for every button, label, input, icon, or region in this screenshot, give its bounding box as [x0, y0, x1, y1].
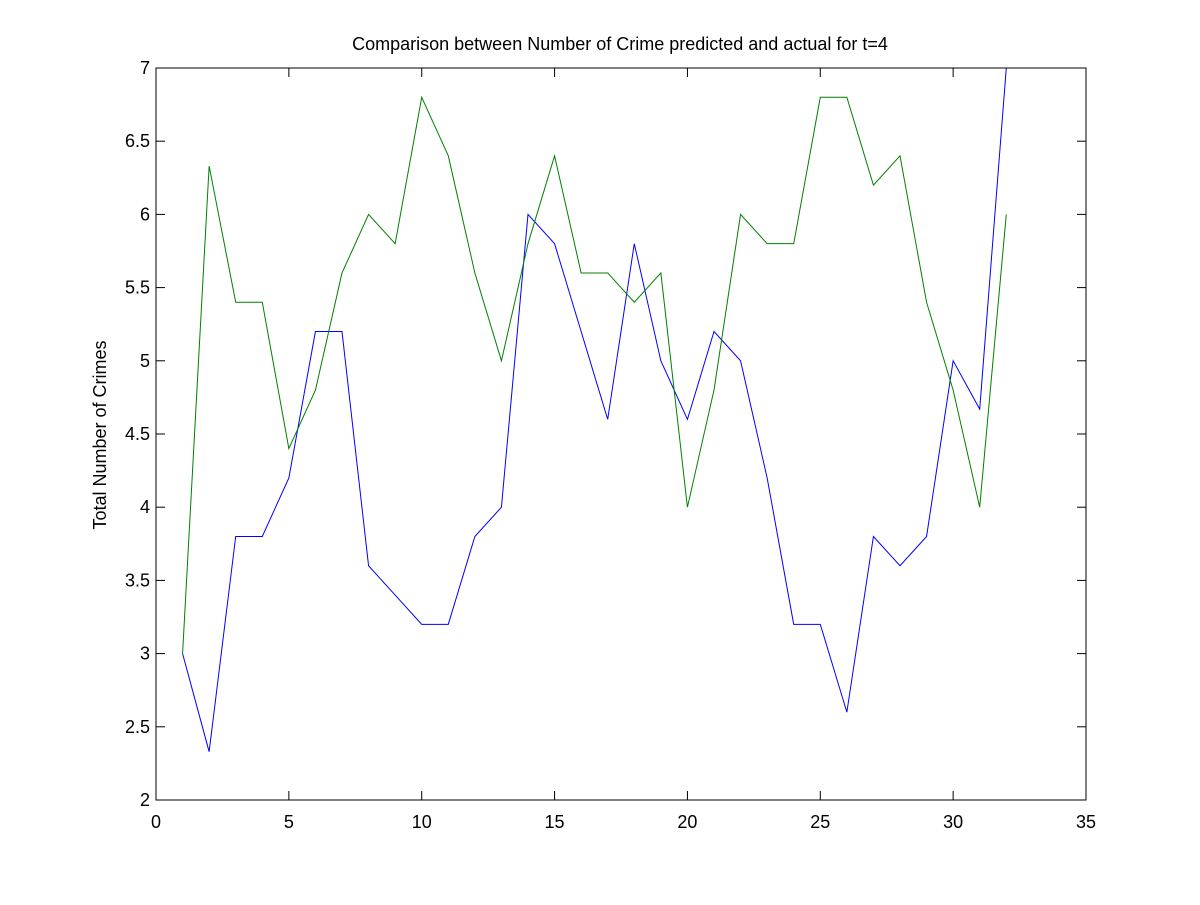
y-tick-label: 2	[140, 790, 150, 810]
y-tick-label: 5.5	[125, 278, 150, 298]
x-tick-label: 30	[943, 812, 963, 832]
y-tick-label: 4.5	[125, 424, 150, 444]
y-tick-label: 2.5	[125, 717, 150, 737]
x-tick-label: 0	[151, 812, 161, 832]
x-tick-label: 5	[284, 812, 294, 832]
x-tick-label: 20	[677, 812, 697, 832]
y-tick-label: 3.5	[125, 570, 150, 590]
x-tick-label: 10	[412, 812, 432, 832]
y-tick-label: 5	[140, 351, 150, 371]
x-tick-label: 15	[545, 812, 565, 832]
series-line-1	[182, 68, 1007, 752]
y-tick-label: 4	[140, 497, 150, 517]
series-line-2	[182, 95, 1007, 654]
axes-layer: 0 5 10 15 20 25 30 35 2 2.5 3 3.5 4 4.5 5 5.5 6 6.5 7	[125, 58, 1096, 832]
y-tick-label: 6.5	[125, 131, 150, 151]
x-tick-label: 35	[1076, 812, 1096, 832]
y-axis-label: Total Number of Crimes	[90, 340, 110, 529]
x-tick-label: 25	[810, 812, 830, 832]
chart-title: Comparison between Number of Crime predi…	[352, 34, 888, 54]
series-layer	[182, 68, 1007, 752]
y-tick-label: 7	[140, 58, 150, 78]
y-tick-label: 6	[140, 204, 150, 224]
y-tick-label: 3	[140, 644, 150, 664]
